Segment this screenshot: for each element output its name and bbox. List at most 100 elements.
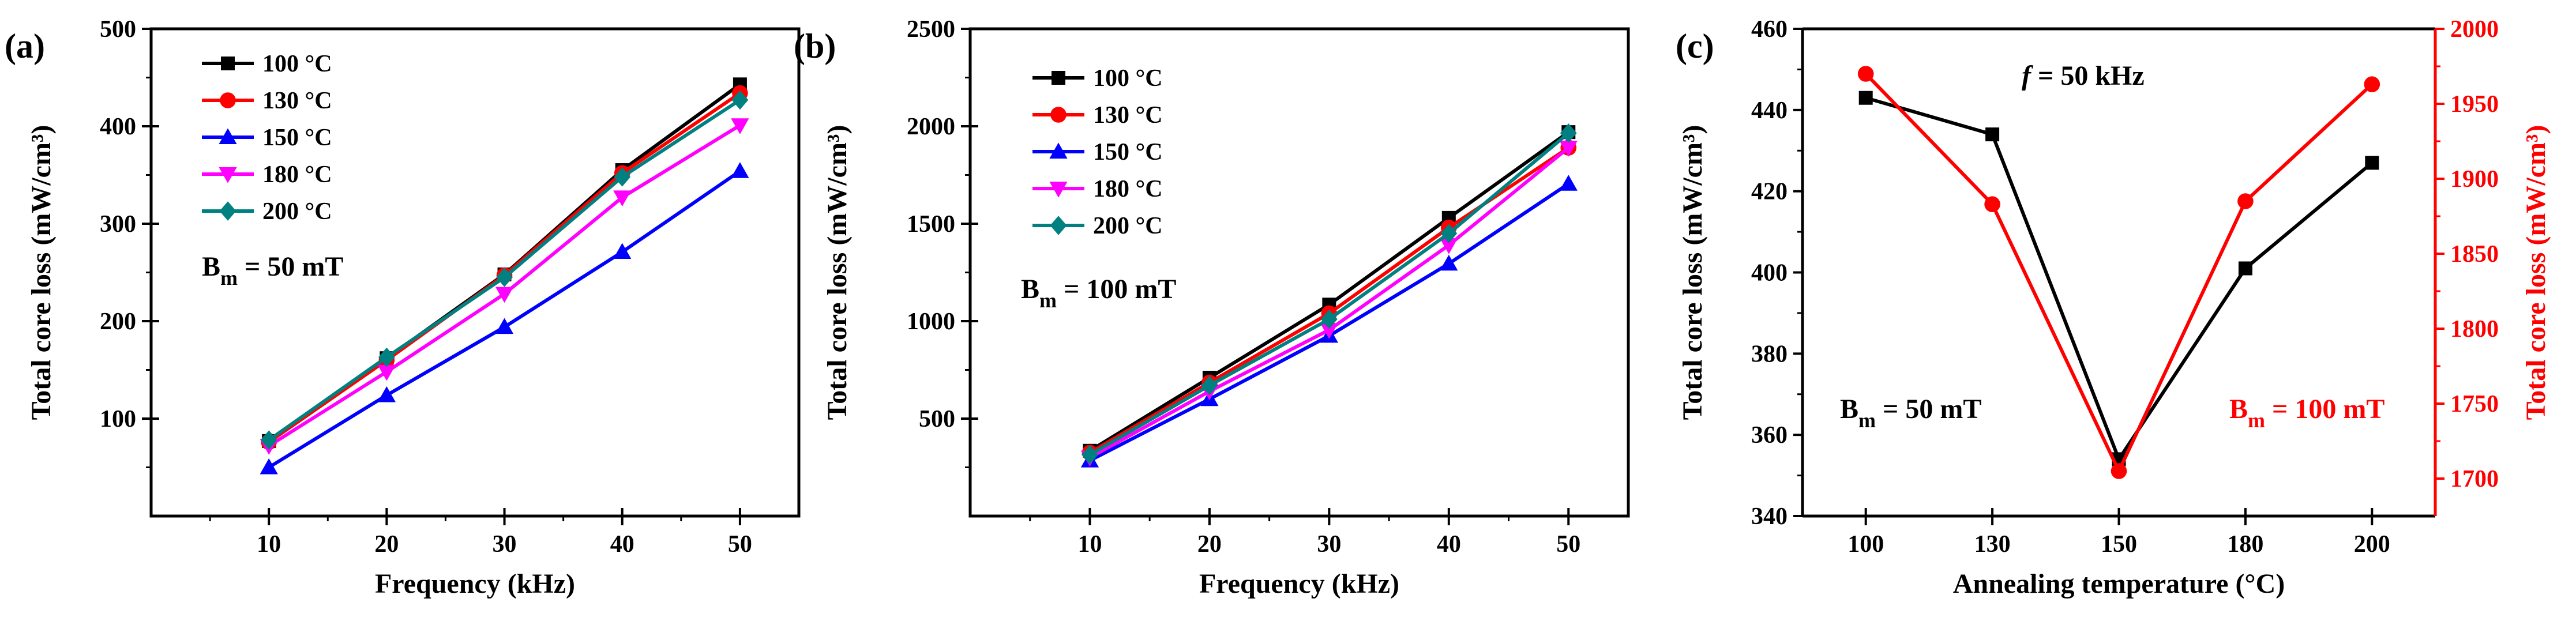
- data-point: [731, 118, 749, 134]
- series-2: [260, 162, 749, 475]
- data-point: [1560, 123, 1577, 143]
- data-point: [2111, 463, 2127, 479]
- y-tick-label: 100: [100, 406, 136, 432]
- condition-label: Bm = 100 mT: [1021, 274, 1176, 312]
- data-point: [1320, 323, 1338, 339]
- x-tick-label: 10: [257, 531, 281, 558]
- data-point: [1201, 375, 1218, 396]
- data-point: [1440, 238, 1458, 254]
- legend-marker: [219, 201, 236, 221]
- data-point: [377, 386, 396, 402]
- y-tick-label: 300: [100, 211, 136, 238]
- data-point: [613, 243, 632, 259]
- panel-a: 10 20 30 40 50 100 200 300 400 500 Frequency (kHz)…: [5, 16, 801, 599]
- panel-c: 100 130 150 180 200 340 360 380 400 420 440 460 1700…: [1676, 16, 2551, 599]
- x-tick-label: 180: [2227, 531, 2263, 558]
- legend-label: 150 °C: [1093, 139, 1163, 165]
- data-point: [1857, 66, 1874, 82]
- y-tick-label: 200: [100, 308, 136, 335]
- y-tick-label: 500: [100, 16, 136, 43]
- y-tick-label: 1500: [907, 211, 955, 238]
- legend-label: 130 °C: [1093, 102, 1163, 129]
- panel-label: (b): [794, 27, 836, 65]
- data-point: [495, 318, 514, 334]
- x-tick-label: 150: [2101, 531, 2137, 558]
- x-axis-label: Frequency (kHz): [1199, 569, 1399, 599]
- y-tick-label: 500: [919, 406, 955, 432]
- data-point: [731, 90, 749, 110]
- condition-label: Bm = 50 mT: [202, 251, 343, 289]
- legend: 100 °C 130 °C 150 °C 180 °C 200 °C: [1032, 65, 1163, 239]
- data-point: [496, 268, 513, 287]
- y-tick-label: 2500: [907, 16, 955, 43]
- y-tick-label: 440: [1751, 97, 1788, 124]
- series-4: [260, 90, 749, 450]
- data-point: [1985, 127, 2000, 142]
- x-tick-label: 20: [1197, 531, 1222, 558]
- y-tick-label: 460: [1751, 16, 1788, 43]
- x-tick-label: 40: [1437, 531, 1461, 558]
- data-point: [1440, 254, 1458, 271]
- y-tick-label: 1000: [907, 308, 955, 335]
- data-point: [1320, 309, 1338, 329]
- frequency-value: = 50 kHz: [2031, 61, 2145, 91]
- y-tick-label: 2000: [907, 114, 955, 140]
- y-right-tick-label: 1700: [2450, 466, 2499, 492]
- y-tick-label: 360: [1751, 422, 1788, 449]
- legend-marker: [1050, 216, 1067, 235]
- x-tick-label: 50: [1556, 531, 1580, 558]
- x-tick-label: 200: [2354, 531, 2390, 558]
- y-tick-label: 380: [1751, 341, 1788, 367]
- y-right-tick-label: 1750: [2450, 391, 2499, 417]
- data-point: [1440, 224, 1458, 243]
- y-tick-label: 420: [1751, 179, 1788, 205]
- bm-100-rest: = 100 mT: [2265, 394, 2385, 424]
- legend-label: 180 °C: [1093, 176, 1163, 202]
- legend-label: 200 °C: [1093, 213, 1163, 239]
- legend-label: 100 °C: [262, 51, 332, 77]
- condition-sub: m: [1039, 289, 1057, 312]
- legend-label: 200 °C: [262, 198, 332, 225]
- data-point: [495, 287, 514, 303]
- data-point: [1984, 196, 2000, 213]
- x-tick-label: 30: [493, 531, 517, 558]
- bm-50-label: Bm = 50 mT: [1840, 394, 1981, 432]
- panel-b: 10 20 30 40 50 500 1000 1500 2000 2500 Frequency (…: [794, 16, 1630, 599]
- condition-main: B: [1021, 274, 1039, 304]
- panel-label: (c): [1676, 27, 1714, 65]
- series-4: [1082, 123, 1577, 465]
- frequency-symbol: f: [2022, 61, 2033, 91]
- data-point: [2238, 261, 2252, 276]
- y-axis-label: Total core loss (mW/cm³): [26, 125, 57, 420]
- legend-marker: [1052, 71, 1065, 85]
- legend-marker: [220, 92, 236, 108]
- legend-marker: [221, 57, 235, 70]
- condition-rest: = 50 mT: [238, 251, 343, 282]
- legend-label: 130 °C: [262, 88, 332, 114]
- data-point: [377, 364, 396, 381]
- x-tick-label: 30: [1317, 531, 1341, 558]
- data-point: [2237, 193, 2254, 209]
- legend-label: 100 °C: [1093, 65, 1163, 92]
- x-axis-label: Frequency (kHz): [375, 569, 575, 599]
- y-right-tick-label: 1950: [2450, 91, 2499, 118]
- data-point: [1082, 445, 1098, 465]
- legend-label: 150 °C: [262, 125, 332, 151]
- data-point: [731, 162, 749, 178]
- legend-marker: [219, 128, 237, 144]
- data-point: [1559, 141, 1578, 157]
- data-point: [2364, 76, 2380, 92]
- condition-sub: m: [220, 266, 238, 289]
- bm-100-sub: m: [2248, 409, 2265, 432]
- x-tick-label: 20: [374, 531, 399, 558]
- panel-label: (a): [5, 27, 45, 65]
- x-tick-label: 10: [1077, 531, 1102, 558]
- data-point: [378, 347, 395, 367]
- y-axis-label: Total core loss (mW/cm³): [822, 125, 853, 420]
- data-point: [260, 458, 278, 475]
- data-point: [1559, 175, 1578, 191]
- y-tick-label: 340: [1751, 503, 1788, 530]
- y-right-tick-label: 1850: [2450, 241, 2499, 268]
- legend: 100 °C 130 °C 150 °C 180 °C 200 °C: [202, 51, 332, 225]
